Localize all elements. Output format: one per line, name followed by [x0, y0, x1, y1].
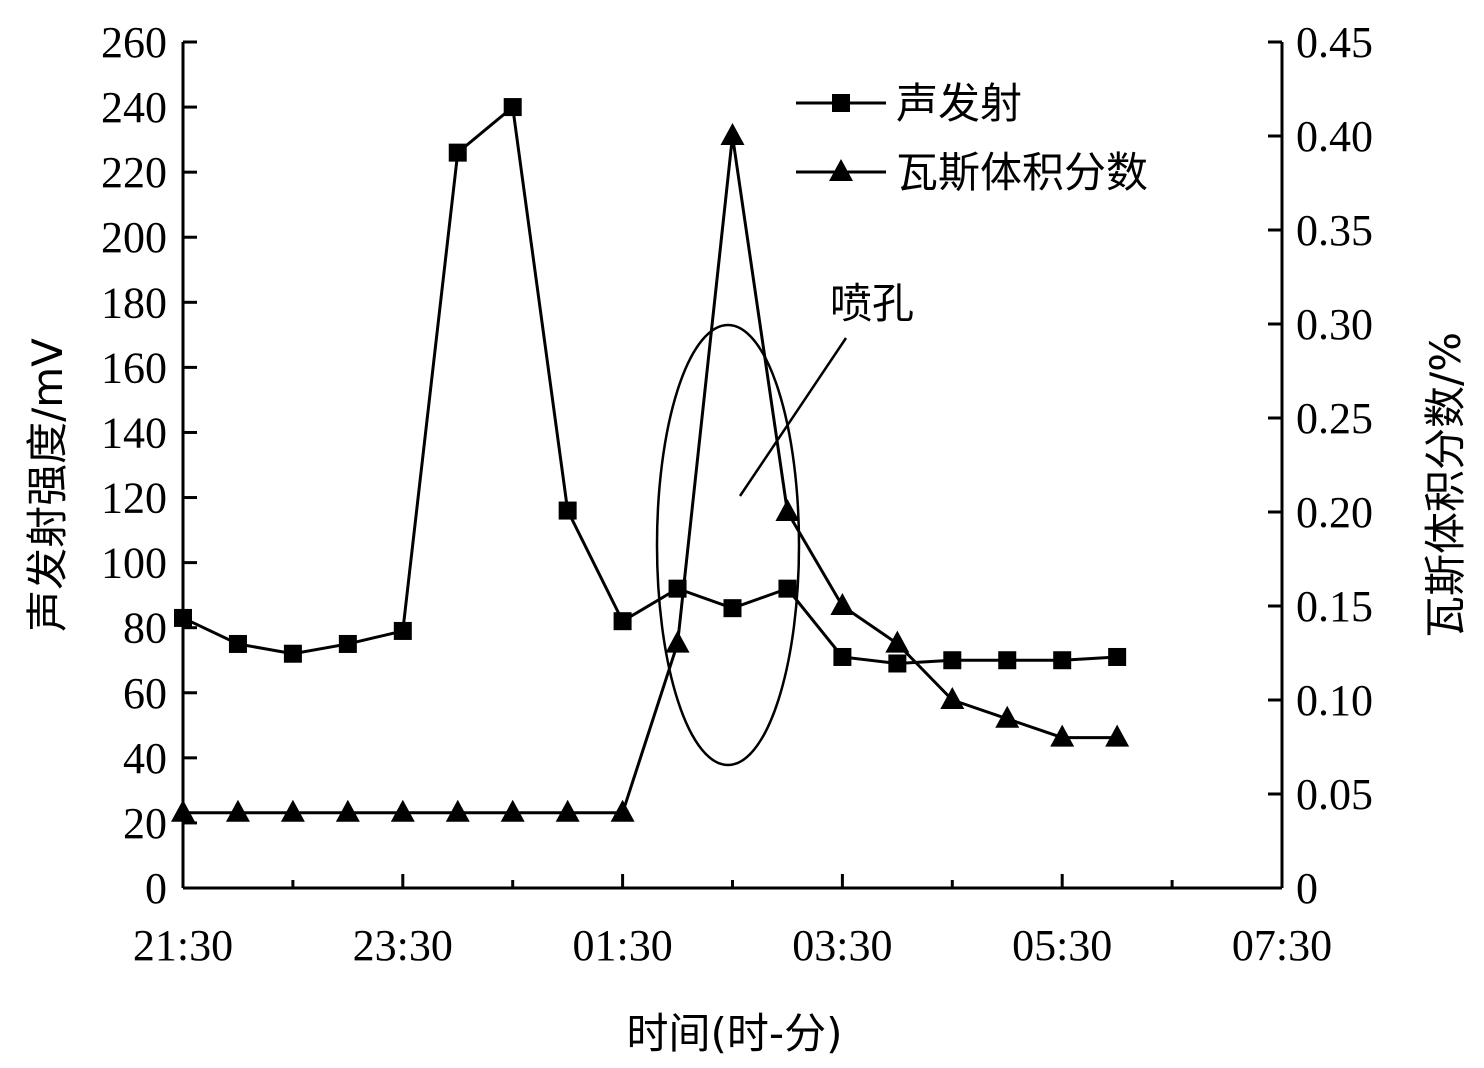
acoustic-emission-point — [613, 612, 632, 631]
acoustic-emission-point — [723, 599, 742, 618]
annotation-ellipse — [655, 323, 801, 767]
x-tick-label: 01:30 — [572, 921, 672, 970]
left-y-axis-title: 声发射强度/mV — [23, 338, 72, 632]
gas-fraction-point — [665, 630, 690, 653]
legend-label-gas: 瓦斯体积分数 — [896, 148, 1148, 197]
acoustic-emission-point — [943, 651, 962, 670]
right-y-tick-label: 0.45 — [1296, 18, 1373, 67]
left-y-tick-label: 200 — [101, 213, 167, 262]
gas-fraction-line — [183, 135, 1118, 815]
gas-fraction-point — [995, 705, 1020, 728]
annotation-layer: 喷孔 — [655, 279, 914, 767]
axes-group: 0 20 40 60 80 100 120 140 160 180 200 220 240 260 0 0.0… — [101, 18, 1373, 970]
x-tick-label: 07:30 — [1232, 921, 1332, 970]
gas-fraction-point — [555, 799, 580, 822]
right-y-tick-label: 0 — [1296, 864, 1318, 913]
series-layer — [171, 98, 1130, 822]
left-y-tick-label: 0 — [145, 864, 167, 913]
left-y-tick-label: 20 — [123, 799, 167, 848]
x-tick-label: 05:30 — [1012, 921, 1112, 970]
right-y-tick-label: 0.30 — [1296, 300, 1373, 349]
gas-fraction-point — [885, 630, 910, 653]
gas-fraction-point — [720, 123, 745, 145]
right-y-tick-label: 0.20 — [1296, 488, 1373, 537]
right-y-axis-title: 瓦斯体积分数/% — [1421, 332, 1470, 638]
acoustic-emission-point — [174, 608, 192, 627]
left-y-tick-label: 180 — [101, 278, 167, 327]
gas-fraction-point — [1050, 724, 1075, 747]
left-y-tick-label: 240 — [101, 83, 167, 132]
gas-fraction-point — [775, 499, 800, 521]
x-tick-label: 23:30 — [353, 921, 453, 970]
x-tick-label: 21:30 — [133, 921, 233, 970]
left-y-tick-label: 100 — [101, 539, 167, 588]
left-y-tick-label: 40 — [123, 734, 167, 783]
gas-fraction-point — [445, 799, 470, 822]
acoustic-emission-point — [998, 651, 1017, 670]
legend-label-acoustic: 声发射 — [896, 79, 1022, 128]
acoustic-emission-point — [448, 143, 467, 162]
left-y-tick-label: 140 — [101, 408, 167, 457]
gas-fraction-point — [830, 593, 855, 615]
acoustic-emission-point — [283, 644, 302, 663]
acoustic-emission-point — [393, 621, 412, 640]
gas-fraction-point — [225, 799, 250, 822]
left-y-tick-label: 220 — [101, 148, 167, 197]
right-y-tick-label: 0.10 — [1296, 676, 1373, 725]
acoustic-emission-point — [1108, 647, 1127, 666]
annotation-leader-line — [738, 337, 848, 497]
acoustic-emission-point — [1053, 651, 1072, 670]
acoustic-emission-point — [558, 501, 577, 520]
acoustic-emission-point — [228, 634, 247, 653]
right-y-tick-label: 0.05 — [1296, 770, 1373, 819]
gas-fraction-point — [940, 687, 965, 709]
right-y-tick-label: 0.25 — [1296, 394, 1373, 443]
gas-fraction-point — [1105, 724, 1130, 747]
gas-fraction-point — [171, 799, 195, 822]
left-y-tick-label: 80 — [123, 604, 167, 653]
legend: 声发射 瓦斯体积分数 — [796, 79, 1148, 197]
right-y-tick-label: 0.15 — [1296, 582, 1373, 631]
gas-fraction-point — [390, 799, 415, 822]
gas-fraction-point — [335, 799, 360, 822]
gas-fraction-point — [280, 799, 305, 822]
left-y-tick-label: 60 — [123, 669, 167, 718]
legend-marker-triangle — [829, 159, 853, 181]
x-tick-label: 03:30 — [792, 921, 892, 970]
left-y-tick-label: 120 — [101, 474, 167, 523]
annotation-label: 喷孔 — [830, 279, 914, 328]
acoustic-emission-point — [778, 579, 797, 598]
x-axis-title: 时间(时-分) — [627, 1009, 843, 1058]
acoustic-emission-line — [182, 104, 1118, 665]
right-y-tick-label: 0.40 — [1296, 112, 1373, 161]
right-y-tick-label: 0.35 — [1296, 206, 1373, 255]
acoustic-emission-point — [503, 98, 522, 117]
left-y-tick-label: 260 — [101, 18, 167, 67]
acoustic-emission-point — [338, 634, 357, 653]
acoustic-emission-point — [888, 654, 907, 673]
gas-fraction-point — [610, 799, 635, 822]
left-y-tick-label: 160 — [101, 343, 167, 392]
gas-fraction-point — [500, 799, 525, 822]
acoustic-emission-point — [833, 647, 852, 666]
